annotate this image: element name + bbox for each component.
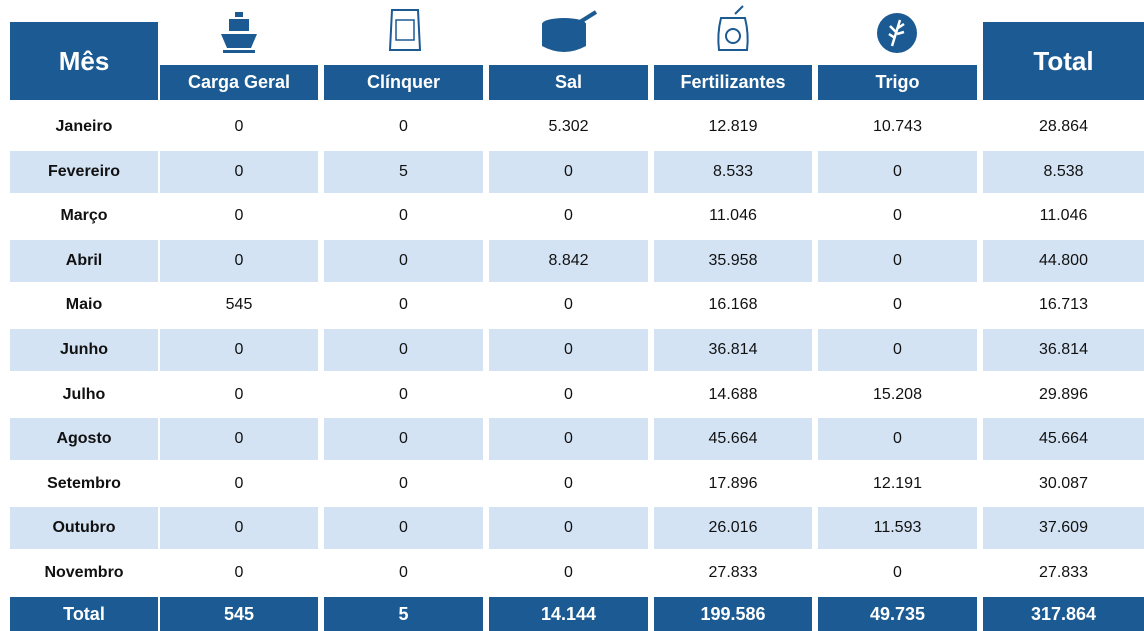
ship-icon [221,12,257,53]
value-cell: 0 [818,418,977,461]
column-header: Clínquer [324,65,483,100]
value-cell: 28.864 [1039,118,1088,135]
value-cell: 16.168 [708,296,758,314]
value-cell: 0 [399,385,408,403]
value-cell: 30.087 [1039,474,1088,492]
value-cell: 0 [818,150,977,193]
total-cell: 49.735 [818,597,977,631]
value-cell: 27.833 [1039,564,1088,581]
month-cell: Setembro [47,474,121,492]
month-cell: Novembro [44,564,124,581]
month-cell: Março [60,207,108,225]
value-cell: 45.664 [654,418,812,461]
value-cell: 0 [564,474,573,492]
value-cell: 36.814 [983,329,1144,371]
value-cell: 36.814 [654,329,812,371]
value-cell: 0 [399,564,408,581]
month-cell: Fevereiro [10,150,158,193]
month-cell: Janeiro [55,118,113,135]
value-cell: 0 [324,507,483,550]
value-cell: 5.302 [548,118,589,135]
column-header: Trigo [818,65,977,100]
value-cell: 0 [234,207,244,225]
fertilizer-icon [717,5,749,51]
value-cell: 0 [160,150,318,193]
salt-icon [542,10,598,52]
value-cell: 0 [324,329,483,371]
value-cell: 0 [234,118,244,135]
value-cell: 0 [564,207,573,225]
value-cell: 8.842 [489,239,648,282]
value-cell: 37.609 [983,507,1144,550]
value-cell: 8.538 [983,150,1144,193]
value-cell: 0 [564,385,573,403]
value-cell: 0 [489,150,648,193]
total-cell: Total [10,597,158,631]
value-cell: 11.046 [709,207,757,225]
bag-icon [388,9,422,51]
value-cell: 0 [324,239,483,282]
value-cell: 27.833 [708,564,758,581]
month-cell: Junho [10,329,158,371]
value-cell: 0 [893,296,902,314]
value-cell: 12.819 [708,118,758,135]
value-cell: 8.533 [654,150,812,193]
value-cell: 545 [225,296,253,314]
month-cell: Maio [65,296,103,314]
value-cell: 0 [399,207,408,225]
value-cell: 0 [160,239,318,282]
value-cell: 0 [160,329,318,371]
column-header: Fertilizantes [654,65,812,100]
value-cell: 5 [324,150,483,193]
value-cell: 10.743 [873,118,922,135]
value-cell: 0 [818,329,977,371]
value-cell: 0 [234,474,244,492]
value-cell: 15.208 [873,385,922,403]
value-cell: 17.896 [708,474,758,492]
value-cell: 14.688 [708,385,758,403]
value-cell: 0 [489,507,648,550]
total-cell: 199.586 [654,597,812,631]
value-cell: 12.191 [873,474,922,492]
column-header: Carga Geral [160,65,318,100]
value-cell: 0 [399,296,408,314]
value-cell: 0 [399,474,408,492]
value-cell: 0 [160,507,318,550]
value-cell: 45.664 [983,418,1144,461]
total-cell: 317.864 [983,597,1144,631]
value-cell: 11.046 [1039,207,1088,225]
value-cell: 16.713 [1039,296,1088,314]
value-cell: 0 [564,564,573,581]
value-cell: 35.958 [654,239,812,282]
wheat-icon [877,13,917,53]
value-cell: 29.896 [1039,385,1088,403]
total-cell: 14.144 [489,597,648,631]
value-cell: 0 [893,207,902,225]
value-cell: 0 [818,239,977,282]
value-cell: 0 [399,118,408,135]
value-cell: 0 [489,418,648,461]
month-cell: Agosto [10,418,158,461]
total-cell: 5 [324,597,483,631]
value-cell: 0 [160,418,318,461]
value-cell: 0 [564,296,573,314]
column-header: Mês [10,22,158,100]
column-header: Sal [489,65,648,100]
value-cell: 0 [234,385,244,403]
value-cell: 26.016 [654,507,812,550]
value-cell: 0 [489,329,648,371]
column-header: Total [983,22,1144,100]
value-cell: 0 [234,564,244,581]
value-cell: 0 [324,418,483,461]
month-cell: Outubro [10,507,158,550]
value-cell: 0 [893,564,902,581]
month-cell: Abril [10,239,158,282]
value-cell: 44.800 [983,239,1144,282]
total-cell: 545 [160,597,318,631]
value-cell: 11.593 [818,507,977,550]
month-cell: Julho [62,385,106,403]
